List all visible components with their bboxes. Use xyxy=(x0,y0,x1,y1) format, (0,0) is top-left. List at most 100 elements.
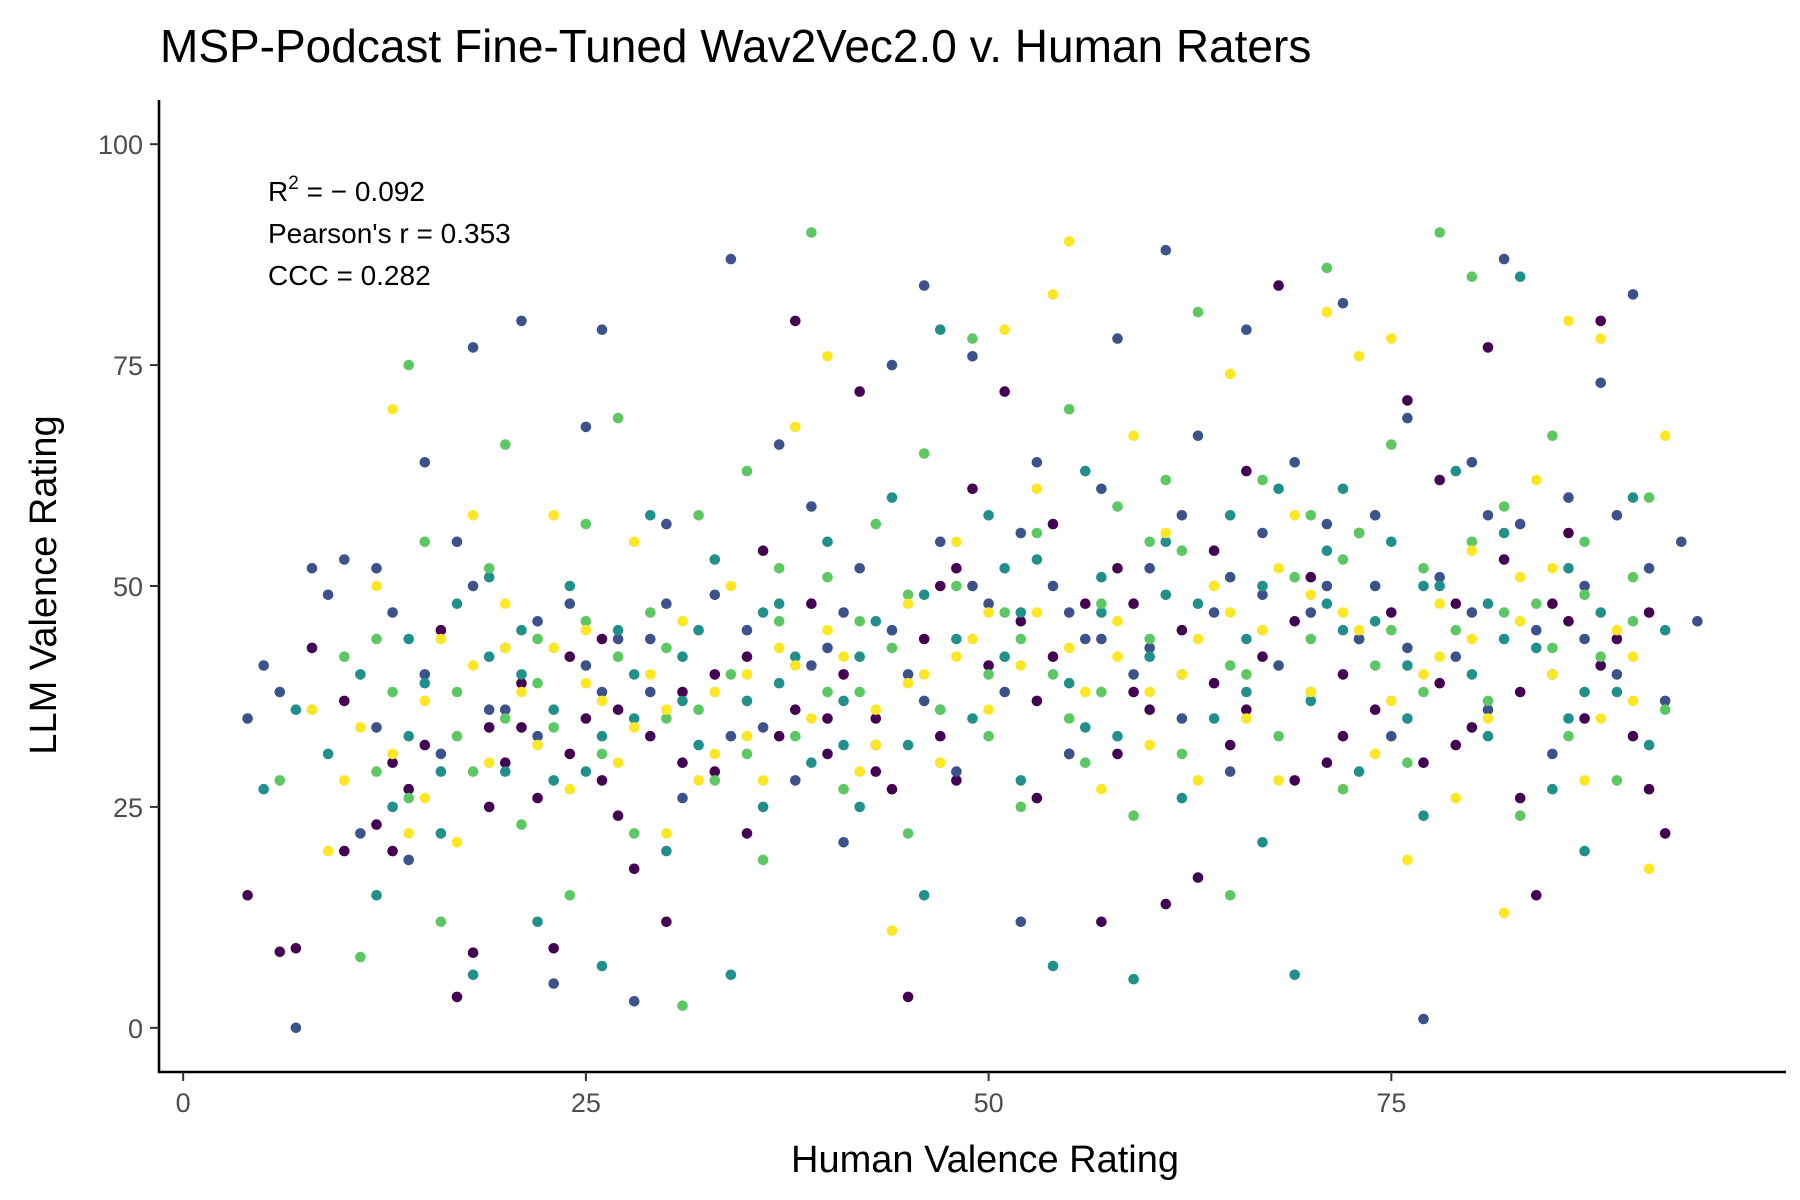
scatter-point xyxy=(1305,633,1317,645)
scatter-point xyxy=(1224,660,1236,671)
scatter-point xyxy=(1160,898,1172,910)
scatter-point xyxy=(1031,607,1043,618)
scatter-point xyxy=(435,766,447,777)
scatter-point xyxy=(1015,607,1027,618)
scatter-point xyxy=(371,722,382,733)
scatter-point xyxy=(596,960,608,972)
scatter-point xyxy=(548,510,559,521)
scatter-point xyxy=(1096,571,1107,583)
scatter-point xyxy=(1402,757,1413,768)
scatter-point xyxy=(516,722,527,733)
scatter-point xyxy=(725,669,737,680)
scatter-point xyxy=(548,642,559,654)
scatter-point xyxy=(741,730,753,742)
scatter-point xyxy=(1643,783,1655,795)
scatter-point xyxy=(1579,686,1590,698)
scatter-point xyxy=(838,783,849,795)
scatter-point xyxy=(1015,775,1027,786)
scatter-point xyxy=(983,510,994,521)
scatter-point xyxy=(1305,571,1317,583)
scatter-point xyxy=(1498,527,1510,539)
scatter-point xyxy=(1273,660,1284,671)
scatter-point xyxy=(1386,607,1397,618)
scatter-point xyxy=(1627,616,1639,627)
scatter-point xyxy=(1015,527,1027,539)
scatter-point xyxy=(628,669,640,680)
scatter-point xyxy=(1096,916,1107,928)
scatter-point xyxy=(322,589,334,601)
scatter-point xyxy=(355,722,366,733)
scatter-point xyxy=(1402,642,1413,654)
scatter-point xyxy=(1579,589,1590,601)
r-squared-value: = − 0.092 xyxy=(299,176,425,207)
scatter-point xyxy=(1434,651,1445,662)
scatter-point xyxy=(1257,837,1268,848)
scatter-point xyxy=(1160,244,1172,256)
y-tick-label: 25 xyxy=(113,793,143,823)
scatter-point xyxy=(1498,907,1510,919)
scatter-point xyxy=(951,580,962,592)
scatter-point xyxy=(1096,607,1107,618)
scatter-point xyxy=(580,713,592,724)
scatter-point xyxy=(1031,695,1043,707)
r-squared-annotation: R2 = − 0.092 xyxy=(268,173,425,207)
scatter-point xyxy=(1482,342,1494,353)
scatter-point xyxy=(870,704,882,715)
scatter-point xyxy=(1192,633,1204,645)
scatter-point xyxy=(1128,430,1139,442)
scatter-point xyxy=(918,280,930,291)
scatter-point xyxy=(918,669,930,680)
scatter-point xyxy=(1224,368,1236,380)
scatter-point xyxy=(1369,510,1381,521)
scatter-point xyxy=(1144,563,1155,574)
scatter-point xyxy=(935,580,946,592)
scatter-point xyxy=(822,748,833,760)
scatter-point xyxy=(1434,227,1445,238)
scatter-point xyxy=(1080,465,1091,477)
scatter-point xyxy=(1224,739,1236,751)
scatter-point xyxy=(451,837,463,848)
scatter-point xyxy=(1257,527,1268,539)
scatter-point xyxy=(1031,554,1043,565)
scatter-point xyxy=(1031,792,1043,804)
scatter-point xyxy=(483,801,495,813)
scatter-point xyxy=(1096,598,1107,609)
scatter-point xyxy=(1015,801,1027,813)
scatter-point xyxy=(773,730,785,742)
scatter-point xyxy=(258,783,270,795)
scatter-point xyxy=(516,669,527,680)
scatter-point xyxy=(1160,474,1172,486)
scatter-point xyxy=(1112,563,1123,574)
scatter-point xyxy=(1305,607,1317,618)
scatter-point xyxy=(1450,792,1462,804)
scatter-point xyxy=(1579,536,1590,548)
scatter-point xyxy=(1176,510,1188,521)
scatter-point xyxy=(935,730,946,742)
scatter-point xyxy=(1563,492,1574,503)
scatter-point xyxy=(790,421,801,433)
scatter-point xyxy=(661,713,672,724)
scatter-point xyxy=(612,624,624,636)
scatter-point xyxy=(886,359,898,371)
scatter-point xyxy=(918,448,930,459)
scatter-point xyxy=(1015,916,1027,928)
scatter-point xyxy=(403,783,415,795)
scatter-point xyxy=(902,598,914,609)
scatter-point xyxy=(1450,465,1462,477)
scatter-point xyxy=(806,757,817,768)
scatter-point xyxy=(709,748,721,760)
scatter-point xyxy=(1514,271,1526,283)
scatter-point xyxy=(1112,616,1123,627)
scatter-point xyxy=(355,828,366,839)
scatter-point xyxy=(339,845,350,857)
scatter-point xyxy=(854,801,865,813)
scatter-point xyxy=(1208,713,1220,724)
scatter-point xyxy=(1321,598,1333,609)
scatter-point xyxy=(822,571,833,583)
scatter-point xyxy=(1627,289,1639,300)
scatter-point xyxy=(1305,510,1317,521)
scatter-point xyxy=(419,536,431,548)
scatter-point xyxy=(1514,571,1526,583)
scatter-point xyxy=(918,890,930,901)
scatter-point xyxy=(628,713,640,724)
